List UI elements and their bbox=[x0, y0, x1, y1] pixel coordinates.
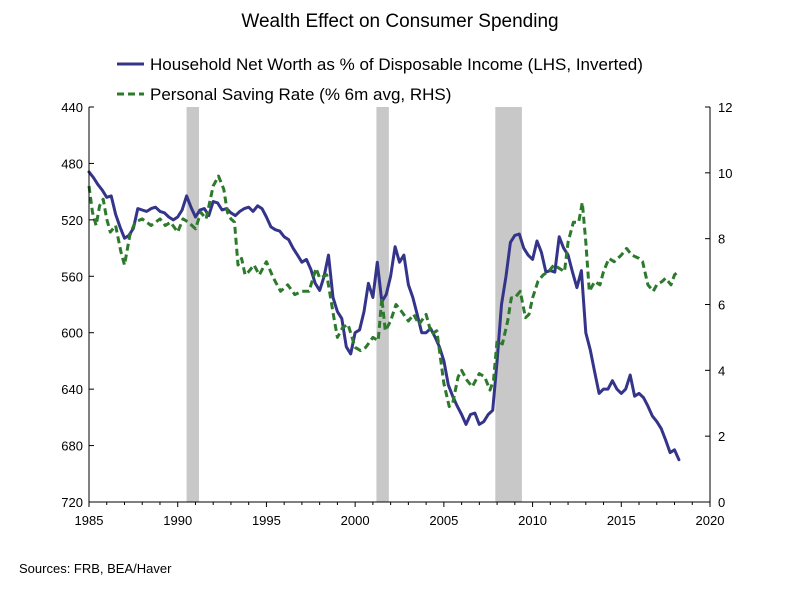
right-tick-label: 6 bbox=[718, 298, 725, 313]
axes bbox=[88, 106, 711, 507]
x-tick-label: 1985 bbox=[75, 513, 104, 528]
right-tick-label: 2 bbox=[718, 429, 725, 444]
series-line-saving-rate bbox=[87, 174, 680, 408]
right-tick-label: 4 bbox=[718, 363, 725, 378]
x-tick-label: 2010 bbox=[518, 513, 547, 528]
x-tick-label: 2005 bbox=[429, 513, 458, 528]
recession-band-1 bbox=[186, 107, 200, 502]
right-tick-label: 8 bbox=[718, 232, 725, 247]
right-tick-label: 0 bbox=[718, 495, 725, 510]
left-tick-label: 520 bbox=[61, 213, 83, 228]
x-tick-label: 2015 bbox=[607, 513, 636, 528]
left-tick-label: 560 bbox=[61, 269, 83, 284]
left-tick-label: 640 bbox=[61, 382, 83, 397]
legend-label-net-worth: Household Net Worth as % of Disposable I… bbox=[150, 55, 643, 74]
x-tick-label: 1995 bbox=[252, 513, 281, 528]
source-note: Sources: FRB, BEA/Haver bbox=[19, 561, 172, 576]
legend-label-saving-rate: Personal Saving Rate (% 6m avg, RHS) bbox=[150, 85, 451, 104]
x-tick-label: 1990 bbox=[163, 513, 192, 528]
right-tick-label: 10 bbox=[718, 166, 732, 181]
x-tick-label: 2020 bbox=[696, 513, 725, 528]
left-tick-label: 480 bbox=[61, 156, 83, 171]
left-tick-label: 440 bbox=[61, 100, 83, 115]
left-tick-label: 680 bbox=[61, 439, 83, 454]
recession-band-3 bbox=[495, 107, 522, 502]
right-tick-label: 12 bbox=[718, 100, 732, 115]
x-tick-label: 2000 bbox=[341, 513, 370, 528]
tick-labels: 440 480 520 560 600 640 680 720 0 2 4 6 8 10 12 1985 199… bbox=[61, 100, 732, 528]
left-tick-label: 720 bbox=[61, 495, 83, 510]
series-layer bbox=[87, 170, 681, 462]
left-tick-label: 600 bbox=[61, 326, 83, 341]
legend: Household Net Worth as % of Disposable I… bbox=[117, 55, 643, 104]
recession-bands bbox=[186, 107, 522, 502]
chart-title: Wealth Effect on Consumer Spending bbox=[241, 11, 558, 32]
series-line-net-worth bbox=[87, 170, 681, 462]
